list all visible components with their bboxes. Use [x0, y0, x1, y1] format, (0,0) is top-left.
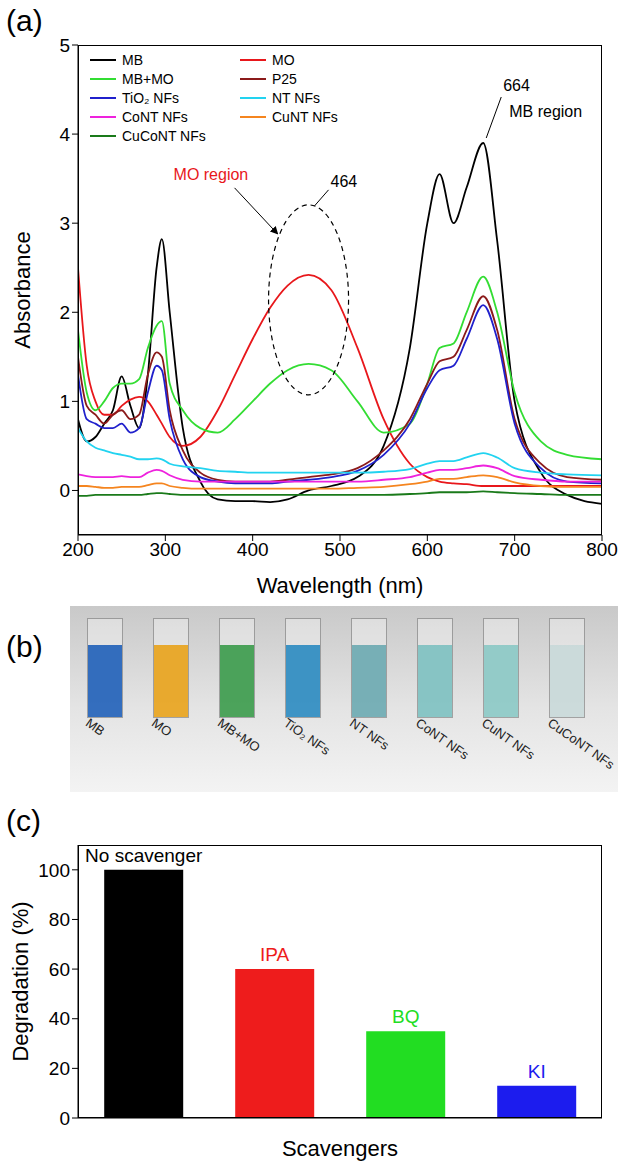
- svg-text:Absorbance: Absorbance: [10, 231, 35, 348]
- svg-text:200: 200: [62, 539, 94, 560]
- svg-text:80: 80: [49, 909, 70, 930]
- svg-text:No scavenger: No scavenger: [85, 845, 203, 866]
- svg-text:500: 500: [324, 539, 356, 560]
- svg-text:Scavengers: Scavengers: [282, 1136, 398, 1161]
- svg-text:400: 400: [237, 539, 269, 560]
- html-text:P25: P25: [272, 71, 297, 87]
- html-text:NT NFs: NT NFs: [272, 90, 320, 106]
- html-text:(a): (a): [6, 4, 43, 37]
- html-text:MB: MB: [122, 52, 143, 68]
- svg-text:60: 60: [49, 959, 70, 980]
- svg-text:40: 40: [49, 1008, 70, 1029]
- svg-text:MB region: MB region: [509, 103, 582, 120]
- svg-text:MO region: MO region: [174, 166, 249, 183]
- svg-text:664: 664: [503, 77, 530, 94]
- html-text:MB+MO: MB+MO: [215, 715, 263, 755]
- svg-text:300: 300: [149, 539, 181, 560]
- html-text:NT NFs: NT NFs: [347, 715, 393, 753]
- html-text:MB: MB: [83, 715, 108, 739]
- html-text:CoNT NFs: CoNT NFs: [122, 109, 188, 125]
- svg-text:700: 700: [499, 539, 531, 560]
- html-text:CuCoNT NFs: CuCoNT NFs: [545, 715, 618, 773]
- html-text:CuCoNT NFs: CuCoNT NFs: [122, 128, 206, 144]
- html-text:TiO₂ NFs: TiO₂ NFs: [122, 90, 179, 106]
- svg-text:20: 20: [49, 1058, 70, 1079]
- html-text:CuNT NFs: CuNT NFs: [479, 715, 538, 763]
- svg-text:800: 800: [586, 539, 618, 560]
- html-text:MB+MO: MB+MO: [122, 71, 174, 87]
- svg-text:0: 0: [59, 1108, 70, 1129]
- html-text:TiO₂ NFs: TiO₂ NFs: [281, 715, 333, 758]
- svg-text:3: 3: [59, 213, 70, 234]
- svg-text:0: 0: [59, 480, 70, 501]
- html-text:MO: MO: [149, 715, 175, 740]
- html-text:(c): (c): [6, 804, 41, 837]
- svg-text:Degradation (%): Degradation (%): [8, 901, 33, 1061]
- svg-text:IPA: IPA: [260, 944, 290, 965]
- html-text:CuNT NFs: CuNT NFs: [272, 109, 338, 125]
- svg-text:KI: KI: [528, 1061, 546, 1082]
- html-text:(b): (b): [6, 630, 43, 663]
- svg-text:5: 5: [59, 35, 70, 56]
- html-text:MO: MO: [272, 52, 295, 68]
- svg-text:600: 600: [411, 539, 443, 560]
- svg-text:464: 464: [331, 173, 358, 190]
- svg-text:100: 100: [38, 860, 70, 881]
- svg-text:2: 2: [59, 302, 70, 323]
- svg-text:BQ: BQ: [392, 1006, 419, 1027]
- svg-text:1: 1: [59, 391, 70, 412]
- html-text:CoNT NFs: CoNT NFs: [413, 715, 472, 763]
- svg-text:4: 4: [59, 124, 70, 145]
- svg-text:Wavelength (nm): Wavelength (nm): [257, 573, 424, 598]
